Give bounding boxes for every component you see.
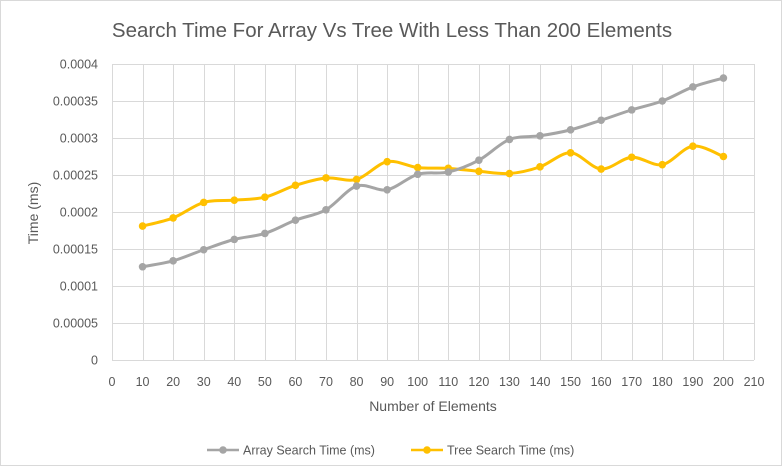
- legend-array-marker: [219, 446, 227, 454]
- y-axis-title: Time (ms): [25, 182, 41, 244]
- x-tick-label: 180: [652, 375, 673, 389]
- chart-title: Search Time For Array Vs Tree With Less …: [112, 19, 672, 42]
- series-0-point-1: [169, 257, 177, 265]
- x-tick-label: 210: [744, 375, 765, 389]
- series-0-point-17: [658, 97, 667, 105]
- x-tick-label: 200: [713, 375, 734, 389]
- x-tick-label: 90: [380, 375, 394, 389]
- series-1-point-1: [169, 214, 177, 222]
- series-0-point-7: [352, 182, 361, 190]
- x-tick-label: 130: [499, 375, 520, 389]
- series-0-point-6: [322, 205, 330, 214]
- series-0-point-13: [536, 131, 544, 140]
- legend-entry-tree: Tree Search Time (ms): [411, 444, 574, 458]
- series-1-point-8: [383, 157, 391, 166]
- series-1-point-17: [658, 160, 667, 169]
- series-layer: [138, 74, 728, 271]
- y-tick-label: 0.00035: [53, 95, 98, 109]
- x-tick-label: 170: [621, 375, 642, 389]
- series-line-1: [141, 144, 725, 228]
- series-0-point-4: [261, 229, 269, 238]
- y-tick-label: 0.0004: [60, 58, 98, 72]
- series-1-point-3: [230, 196, 239, 204]
- series-1-point-11: [475, 167, 483, 176]
- x-tick-label: 20: [166, 375, 180, 389]
- series-0-point-12: [505, 135, 514, 144]
- y-tick-label: 0.0001: [60, 280, 98, 294]
- x-tick-label: 190: [682, 375, 703, 389]
- series-0-point-19: [719, 74, 728, 82]
- y-tick-label: 0.0003: [60, 132, 98, 146]
- series-0-point-10: [444, 168, 453, 176]
- series-1: [138, 142, 728, 230]
- legend-array-label: Array Search Time (ms): [243, 444, 375, 458]
- series-0-point-14: [566, 126, 575, 134]
- y-tick-label: 0.00015: [53, 243, 98, 257]
- series-0-point-16: [627, 106, 636, 114]
- series-1-point-18: [689, 142, 697, 150]
- series-0-point-8: [383, 186, 391, 194]
- y-tick-label: 0.0002: [60, 206, 98, 220]
- series-0-point-2: [199, 245, 208, 254]
- x-tick-label: 100: [407, 375, 428, 389]
- x-tick-label: 10: [136, 375, 150, 389]
- series-0-point-9: [413, 170, 422, 179]
- series-0: [138, 74, 728, 271]
- legend-entry-array: Array Search Time (ms): [207, 444, 375, 458]
- series-1-point-14: [566, 149, 575, 157]
- gridlines: [112, 64, 755, 361]
- series-1-point-6: [322, 174, 330, 182]
- x-tick-label: 30: [197, 375, 211, 389]
- series-1-point-5: [291, 181, 300, 190]
- series-0-point-15: [597, 116, 605, 125]
- y-tick-label: 0.00005: [53, 317, 98, 331]
- series-0-point-3: [230, 235, 239, 244]
- legend-tree-marker: [423, 446, 431, 454]
- series-0-point-0: [138, 262, 147, 271]
- x-tick-label: 160: [591, 375, 612, 389]
- series-1-point-9: [413, 163, 422, 172]
- series-1-point-0: [138, 222, 147, 230]
- series-0-point-11: [475, 156, 483, 164]
- x-tick-label: 110: [438, 375, 458, 389]
- series-0-point-5: [291, 216, 300, 224]
- legend-tree-label: Tree Search Time (ms): [447, 444, 574, 458]
- series-1-point-13: [536, 163, 544, 171]
- series-0-point-18: [689, 83, 697, 91]
- series-1-point-19: [719, 152, 728, 161]
- x-tick-labels: 0 10 20 30 40 50 60 70 80 90 100 110 120 130 140 150 160…: [109, 375, 765, 389]
- x-tick-label: 70: [319, 375, 333, 389]
- y-tick-label: 0: [91, 354, 98, 368]
- x-tick-label: 150: [560, 375, 581, 389]
- x-tick-label: 140: [530, 375, 551, 389]
- legend: Array Search Time (ms) Tree Search Time …: [207, 444, 574, 458]
- series-1-point-2: [199, 198, 208, 207]
- x-tick-label: 60: [288, 375, 302, 389]
- x-tick-label: 0: [109, 375, 116, 389]
- y-tick-labels: 0 0.00005 0.0001 0.00015 0.0002 0.00025 0.0003…: [53, 58, 98, 368]
- series-1-point-15: [597, 165, 605, 173]
- series-1-point-7: [352, 175, 361, 184]
- x-axis-title: Number of Elements: [369, 398, 497, 414]
- x-tick-label: 40: [227, 375, 241, 389]
- series-1-point-12: [505, 169, 514, 178]
- x-tick-label: 80: [350, 375, 364, 389]
- x-tick-label: 120: [468, 375, 489, 389]
- y-tick-label: 0.00025: [53, 169, 98, 183]
- series-1-point-4: [261, 193, 269, 201]
- series-1-point-16: [627, 153, 636, 162]
- series-line-0: [141, 76, 725, 269]
- x-tick-label: 50: [258, 375, 272, 389]
